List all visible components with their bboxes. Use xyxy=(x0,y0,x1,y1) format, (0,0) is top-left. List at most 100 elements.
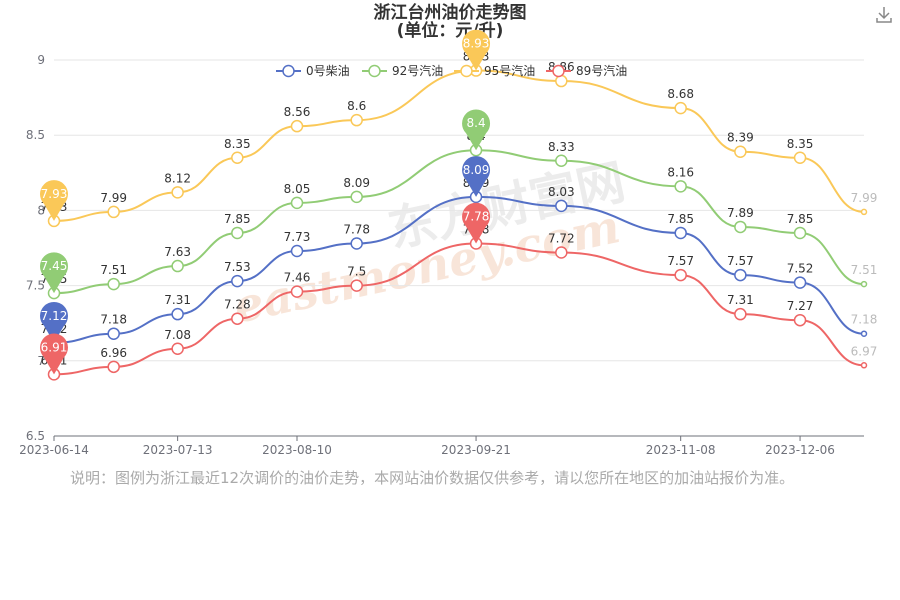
legend-label: 92号汽油 xyxy=(392,63,443,78)
data-label: 7.53 xyxy=(224,260,251,274)
data-point xyxy=(290,196,304,210)
data-label: 7.72 xyxy=(548,232,575,246)
extreme-pin xyxy=(462,29,491,71)
data-label: 6.97 xyxy=(851,344,878,358)
data-label: 7.18 xyxy=(100,313,127,327)
extreme-pin xyxy=(40,333,69,375)
data-label: 8.33 xyxy=(548,140,575,154)
extreme-pin xyxy=(462,109,491,151)
footnote: 说明：图例为浙江最近12次调价的油价走势，本网站油价数据仅供参考，请以您所在地区… xyxy=(70,469,795,487)
data-point xyxy=(107,327,120,340)
data-label: 8.12 xyxy=(164,171,191,185)
y-axis: 6.5 7 7.5 8 8.5 9 xyxy=(26,53,45,443)
data-label: 7.63 xyxy=(164,245,191,259)
extreme-pin-label: 8.09 xyxy=(463,163,490,177)
legend-label: 89号汽油 xyxy=(576,63,627,78)
data-point xyxy=(734,268,747,282)
data-point xyxy=(860,330,868,337)
x-tick-label: 2023-06-14 xyxy=(19,443,89,457)
extreme-pin-label: 8.4 xyxy=(467,116,486,130)
data-point xyxy=(171,259,184,273)
extreme-pin xyxy=(462,202,491,244)
data-point xyxy=(290,285,304,298)
extreme-pin-label: 7.12 xyxy=(41,309,68,323)
data-point xyxy=(171,186,184,199)
data-point xyxy=(793,151,807,165)
x-tick-label: 2023-11-08 xyxy=(646,443,716,457)
data-label: 7.89 xyxy=(727,206,754,220)
data-point xyxy=(793,276,807,289)
data-point xyxy=(793,313,807,327)
legend-symbol xyxy=(368,64,381,78)
data-point xyxy=(555,199,568,213)
data-label: 8.35 xyxy=(787,137,814,151)
data-label: 7.99 xyxy=(851,191,878,205)
data-label: 7.73 xyxy=(284,230,311,244)
data-point xyxy=(674,226,687,240)
legend-item[interactable]: 92号汽油 xyxy=(362,63,443,78)
download-icon[interactable] xyxy=(874,4,894,26)
data-label: 7.51 xyxy=(851,263,878,277)
extreme-markers: 8.09 7.12 8.4 7.45 8.93 7.93 7.78 6.91 xyxy=(40,29,491,375)
x-tick-label: 2023-08-10 xyxy=(262,443,332,457)
data-point xyxy=(107,277,120,291)
data-point xyxy=(555,154,568,168)
legend-item[interactable]: 95号汽油 xyxy=(454,63,535,78)
extreme-pin xyxy=(462,156,491,197)
legend-label: 0号柴油 xyxy=(306,64,350,78)
data-label: 8.05 xyxy=(284,182,311,196)
extreme-pin xyxy=(40,252,69,294)
legend-label: 95号汽油 xyxy=(484,63,535,78)
legend-item[interactable]: 0号柴油 xyxy=(276,64,350,78)
x-tick-label: 2023-09-21 xyxy=(441,443,511,457)
data-point xyxy=(555,74,568,88)
data-label: 7.85 xyxy=(787,212,814,226)
data-label: 7.08 xyxy=(164,328,191,342)
data-label: 7.85 xyxy=(224,212,251,226)
data-label: 8.16 xyxy=(667,165,694,179)
y-tick-label: 9 xyxy=(37,53,45,67)
extreme-pin-label: 8.93 xyxy=(463,37,490,51)
data-label: 7.28 xyxy=(224,298,251,312)
extreme-pin-label: 6.91 xyxy=(41,340,68,354)
data-point xyxy=(555,246,568,259)
data-label: 7.57 xyxy=(727,254,754,268)
legend-symbol xyxy=(552,64,565,78)
data-label: 7.27 xyxy=(787,299,814,313)
y-tick-label: 8.5 xyxy=(26,128,45,142)
x-tick-label: 2023-07-13 xyxy=(143,443,213,457)
data-point xyxy=(734,307,747,321)
data-point xyxy=(171,307,184,321)
data-label: 7.18 xyxy=(851,313,878,327)
data-point xyxy=(290,119,304,133)
data-point xyxy=(107,205,120,219)
data-point xyxy=(350,190,363,204)
legend-item[interactable]: 89号汽油 xyxy=(546,63,627,78)
data-label: 7.78 xyxy=(343,222,370,236)
extreme-pin xyxy=(40,301,69,343)
data-label: 8.39 xyxy=(727,131,754,145)
data-label: 7.51 xyxy=(100,263,127,277)
data-label: 7.99 xyxy=(100,191,127,205)
data-point xyxy=(860,280,868,288)
series-points xyxy=(47,64,868,381)
chart-title: 浙江台州油价走势图 xyxy=(373,3,527,23)
data-point xyxy=(290,244,304,258)
data-label: 7.5 xyxy=(347,265,366,279)
legend: 0号柴油 92号汽油 95号汽油 89号汽油 xyxy=(276,63,627,78)
data-point xyxy=(734,145,747,158)
data-label: 6.96 xyxy=(100,346,127,360)
legend-symbol xyxy=(282,64,295,78)
data-label: 7.31 xyxy=(727,293,754,307)
data-point xyxy=(674,101,687,115)
data-point xyxy=(734,220,747,234)
data-point xyxy=(107,360,120,374)
y-tick-label: 7.5 xyxy=(26,279,45,293)
data-point xyxy=(860,362,868,369)
data-point xyxy=(231,274,244,288)
x-tick-label: 2023-12-06 xyxy=(765,443,835,457)
data-point xyxy=(231,151,244,165)
data-label: 8.09 xyxy=(343,176,370,190)
data-label: 7.57 xyxy=(667,254,694,268)
